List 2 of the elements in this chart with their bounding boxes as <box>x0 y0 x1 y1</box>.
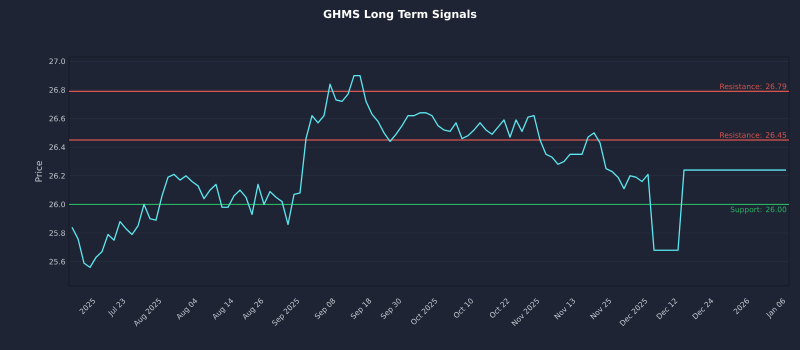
y-axis-title: Price <box>35 161 42 182</box>
chart-title: GHMS Long Term Signals <box>324 10 476 20</box>
